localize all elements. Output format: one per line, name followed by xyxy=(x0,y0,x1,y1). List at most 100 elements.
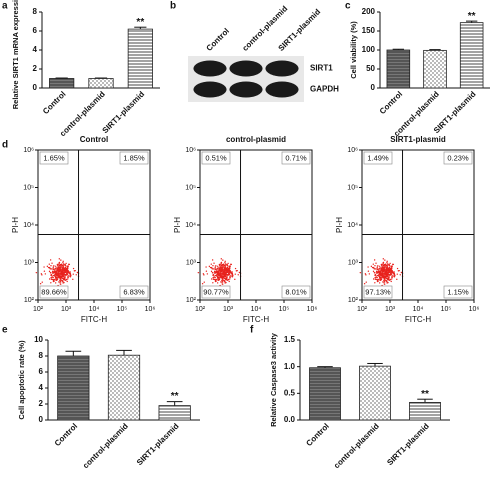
cell-dot xyxy=(60,271,62,274)
cell-dot xyxy=(47,266,50,269)
y-tick-label: 10⁵ xyxy=(347,184,358,191)
cell-dot xyxy=(202,273,205,275)
cell-dot xyxy=(234,273,236,275)
y-tick-label: 10³ xyxy=(24,259,35,266)
cell-dot xyxy=(226,269,229,271)
cell-dot xyxy=(209,266,212,269)
cell-dot xyxy=(225,263,227,265)
cell-dot xyxy=(66,278,69,280)
cell-dot xyxy=(206,273,209,275)
plot-title: Control xyxy=(80,135,108,144)
cell-dot xyxy=(56,271,58,274)
cell-dot xyxy=(50,282,52,284)
cell-dot xyxy=(54,282,57,284)
cell-dot xyxy=(224,260,226,263)
cell-dot xyxy=(64,277,66,279)
y-tick-label: 10² xyxy=(348,297,359,304)
cell-dot xyxy=(379,279,381,282)
quadrant-box xyxy=(119,285,149,299)
cell-dot xyxy=(211,272,214,274)
cell-dot xyxy=(58,281,60,283)
y-tick-label: 10⁶ xyxy=(23,147,34,154)
cell-dot xyxy=(214,266,216,269)
cell-dot xyxy=(61,269,64,272)
cell-dot xyxy=(48,263,50,265)
cell-dot xyxy=(231,271,233,273)
cell-dot xyxy=(59,279,61,282)
cell-dot xyxy=(220,264,223,267)
cell-dot xyxy=(57,275,59,277)
cell-dot xyxy=(378,275,380,278)
cell-dot xyxy=(390,273,393,275)
cell-dot xyxy=(205,270,208,272)
cell-dot xyxy=(63,270,65,272)
quadrant-box xyxy=(201,285,231,299)
quadrant-label: 0.23% xyxy=(447,153,469,162)
y-axis-label: Relative SIRT1 mRNA expression xyxy=(11,0,20,109)
bar xyxy=(459,22,484,89)
cell-dot xyxy=(217,279,219,282)
cell-dot xyxy=(54,275,56,278)
cell-dot xyxy=(75,274,77,276)
cell-dot xyxy=(228,273,231,275)
cell-dot xyxy=(380,277,383,279)
cell-dot xyxy=(215,270,218,272)
cell-dot xyxy=(54,272,57,274)
cell-dot xyxy=(66,280,68,283)
cell-dot xyxy=(391,265,393,267)
cell-dot xyxy=(385,267,388,269)
cell-dot xyxy=(371,266,374,269)
cell-dot xyxy=(76,271,79,274)
cell-dot xyxy=(386,266,389,268)
cell-dot xyxy=(59,263,62,266)
cell-dot xyxy=(385,277,388,280)
cell-dot xyxy=(57,272,59,275)
cell-dot xyxy=(52,268,54,270)
cell-dot xyxy=(62,280,64,283)
cell-dot xyxy=(213,278,215,281)
cell-dot xyxy=(67,270,69,272)
y-tick-label: 4 xyxy=(33,45,38,54)
y-tick-label: 0.5 xyxy=(284,388,296,397)
cell-dot xyxy=(385,266,387,268)
cell-dot xyxy=(214,280,217,283)
cell-dot xyxy=(218,269,220,272)
cell-dot xyxy=(375,271,378,273)
cell-dot xyxy=(62,282,64,284)
plot-title: control-plasmid xyxy=(226,135,286,144)
x-tick-label: 10⁴ xyxy=(89,306,100,313)
cell-dot xyxy=(223,267,226,269)
bar xyxy=(423,49,447,89)
cell-dot xyxy=(226,264,229,267)
cell-dot xyxy=(61,271,64,274)
cell-dot xyxy=(218,274,220,276)
cell-dot xyxy=(386,282,388,284)
cell-dot xyxy=(390,265,392,268)
cell-dot xyxy=(388,277,390,279)
cell-dot xyxy=(65,279,67,281)
cell-dot xyxy=(229,276,231,279)
plot-frame xyxy=(199,149,313,301)
cell-dot xyxy=(375,262,377,264)
x-tick-label: 10² xyxy=(195,306,206,313)
cell-dot xyxy=(382,264,385,267)
cell-dot xyxy=(67,271,70,274)
cell-dot xyxy=(365,281,367,283)
cell-dot xyxy=(385,271,388,274)
cell-dot xyxy=(208,265,211,268)
x-tick-label: 10³ xyxy=(223,306,234,313)
cell-dot xyxy=(215,271,217,274)
cell-dot xyxy=(227,262,229,265)
cell-dot xyxy=(380,271,382,274)
cell-dot xyxy=(53,278,56,281)
y-axis-label: Relative Caspase3 activity xyxy=(269,332,278,427)
cell-dot xyxy=(234,267,237,270)
cell-dot xyxy=(73,270,76,272)
cell-dot xyxy=(382,263,384,265)
quadrant-box xyxy=(443,285,473,299)
cell-dot xyxy=(65,268,68,270)
y-tick-label: 10² xyxy=(186,297,197,304)
cell-dot xyxy=(55,278,57,280)
y-tick-label: 10 xyxy=(34,335,43,344)
cell-dot xyxy=(66,265,68,268)
